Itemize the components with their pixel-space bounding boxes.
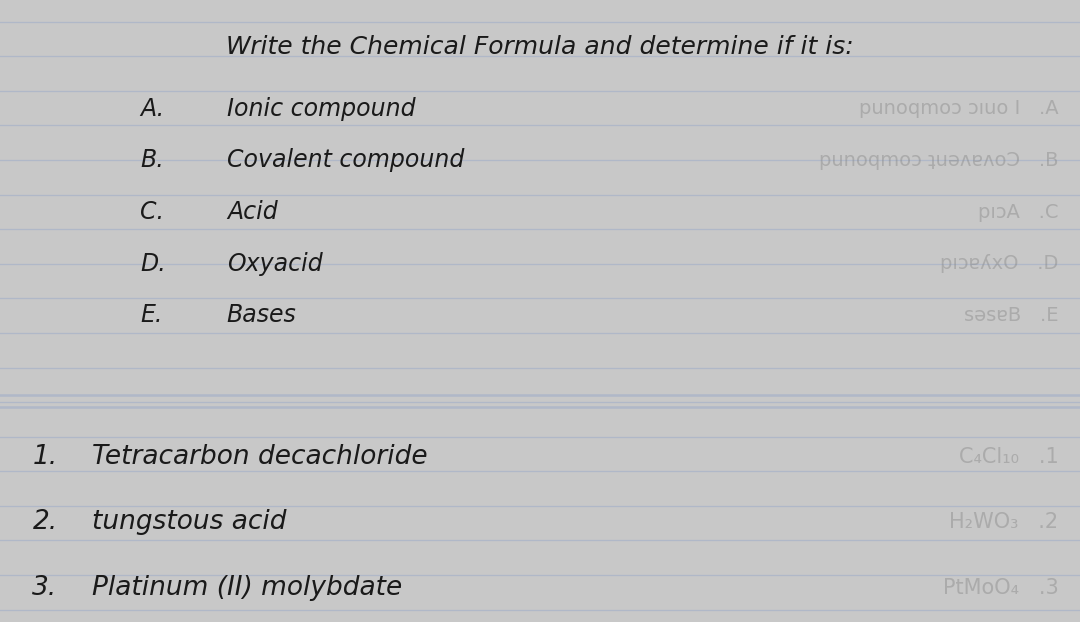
Text: B.: B. (140, 149, 164, 172)
Text: Acid: Acid (227, 200, 278, 224)
Text: A.: A. (140, 97, 164, 121)
Text: 1.: 1. (32, 444, 57, 470)
Text: E.: E. (140, 304, 163, 327)
Text: 2.: 2. (32, 509, 57, 536)
Text: pıɔA   .C: pıɔA .C (977, 203, 1058, 221)
Text: C₄Cl₁₀   .1: C₄Cl₁₀ .1 (959, 447, 1058, 467)
Text: Ionic compound: Ionic compound (227, 97, 416, 121)
Text: Platinum (II) molybdate: Platinum (II) molybdate (92, 575, 402, 601)
Text: C.: C. (140, 200, 164, 224)
Text: punoqmoɔ ɔıuo I   .A: punoqmoɔ ɔıuo I .A (859, 100, 1058, 118)
Text: səsɐB   .E: səsɐB .E (964, 306, 1058, 325)
Text: punoqmoɔ ʇuəʌɐʌoƆ   .B: punoqmoɔ ʇuəʌɐʌoƆ .B (819, 151, 1058, 170)
Text: Covalent compound: Covalent compound (227, 149, 464, 172)
Text: tungstous acid: tungstous acid (92, 509, 286, 536)
Text: Tetracarbon decachloride: Tetracarbon decachloride (92, 444, 428, 470)
Text: 3.: 3. (32, 575, 57, 601)
Text: PtMoO₄   .3: PtMoO₄ .3 (943, 578, 1058, 598)
Text: Write the Chemical Formula and determine if it is:: Write the Chemical Formula and determine… (226, 35, 854, 58)
Text: Oxyacid: Oxyacid (227, 252, 323, 276)
Text: D.: D. (140, 252, 166, 276)
Text: Bases: Bases (227, 304, 297, 327)
Text: pıɔɐʎxO   .D: pıɔɐʎxO .D (940, 254, 1058, 273)
Text: H₂WO₃   .2: H₂WO₃ .2 (949, 513, 1058, 532)
